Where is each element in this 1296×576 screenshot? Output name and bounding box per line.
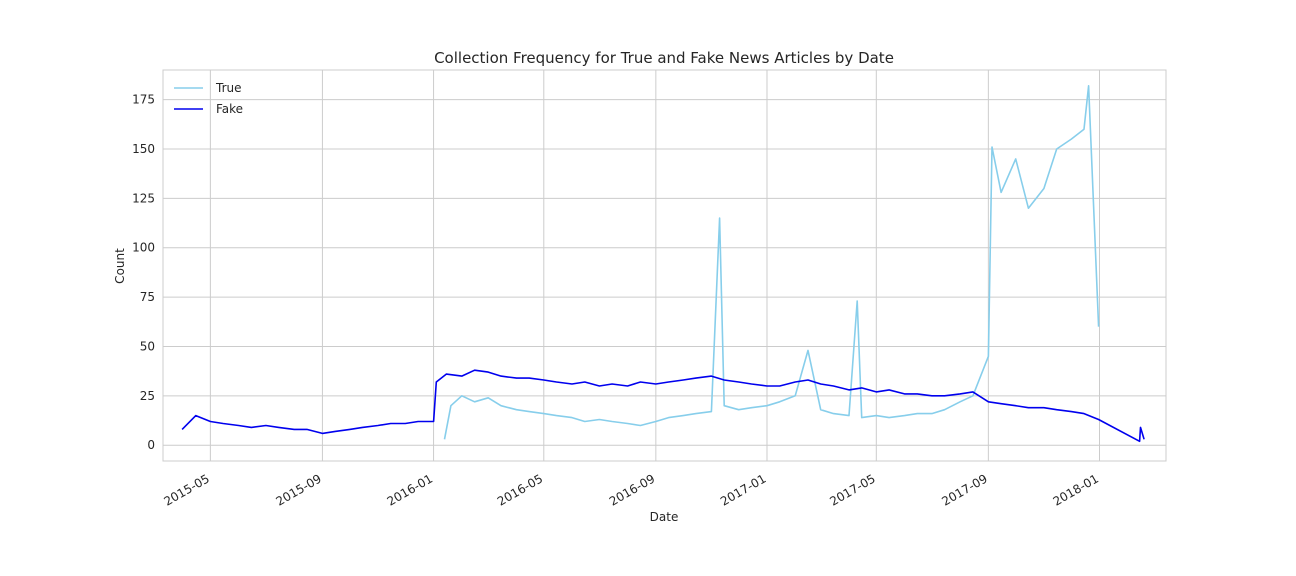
y-tick-label: 100 (132, 241, 155, 255)
series-lines (181, 85, 1145, 443)
series-line-true (443, 85, 1100, 440)
y-tick-label: 175 (132, 93, 155, 107)
y-tick-label: 25 (140, 389, 155, 403)
legend-label-fake: Fake (216, 102, 243, 116)
x-axis-label: Date (650, 510, 679, 524)
x-tick-label: 2015-05 (161, 471, 211, 508)
series-line-fake (181, 369, 1145, 443)
legend-label-true: True (215, 81, 242, 95)
x-tick-label: 2015-09 (274, 471, 324, 508)
plot-frame (162, 69, 1167, 462)
y-tick-label: 0 (147, 438, 155, 452)
y-tick-label: 150 (132, 142, 155, 156)
y-tick-label: 125 (132, 191, 155, 205)
x-tick-label: 2016-09 (607, 471, 657, 508)
y-axis-ticks: 0 25 50 75 100 125 150 175 (132, 93, 155, 453)
x-tick-label: 2018-01 (1051, 471, 1101, 508)
x-tick-label: 2016-01 (385, 471, 435, 508)
y-axis-label: Count (113, 248, 127, 284)
chart-title: Collection Frequency for True and Fake N… (434, 49, 894, 67)
legend: True Fake (174, 81, 243, 116)
x-axis-ticks: 2015-05 2015-09 2016-01 2016-05 2016-09 2017-… (161, 471, 1101, 508)
y-tick-label: 50 (140, 339, 155, 353)
x-tick-label: 2017-09 (939, 471, 989, 508)
x-tick-label: 2016-05 (495, 471, 545, 508)
x-tick-label: 2017-01 (718, 471, 768, 508)
gridlines (163, 70, 1166, 461)
x-tick-label: 2017-05 (827, 471, 877, 508)
y-tick-label: 75 (140, 290, 155, 304)
